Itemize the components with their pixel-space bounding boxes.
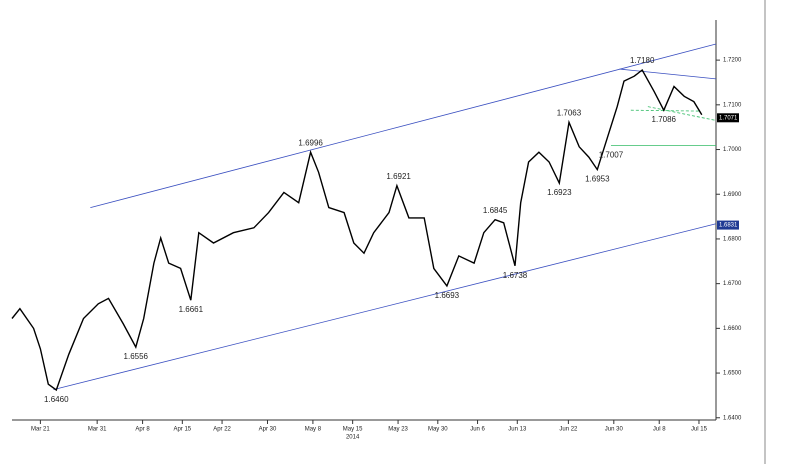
annotation: 1.6845 xyxy=(483,206,508,215)
y-tick-label: 1.6800 xyxy=(723,237,742,243)
x-tick-label: Mar 21 xyxy=(31,427,50,433)
x-tick-label: May 23 xyxy=(388,427,408,433)
annotation: 1.7007 xyxy=(599,151,624,160)
annotation: 1.6953 xyxy=(585,175,610,184)
y-tick-label: 1.7000 xyxy=(723,147,742,153)
x-tick-label: Mar 31 xyxy=(88,427,107,433)
last-value-box xyxy=(717,220,739,230)
last-value-label: 1.7071 xyxy=(719,115,738,121)
x-tick-label: Jun 30 xyxy=(605,427,624,433)
x-tick-label: May 30 xyxy=(428,427,448,433)
x-tick-label: Jun 13 xyxy=(508,427,527,433)
y-tick-label: 1.6700 xyxy=(723,281,742,287)
x-tick-label: Apr 15 xyxy=(173,427,191,433)
annotation: 1.6693 xyxy=(435,291,460,300)
trend-line xyxy=(630,109,699,112)
price-line xyxy=(11,68,703,392)
x-tick-label: Apr 30 xyxy=(259,427,277,433)
year-label: 2014 xyxy=(346,435,360,441)
y-tick-label: 1.7100 xyxy=(723,102,742,108)
y-tick-label: 1.7200 xyxy=(723,58,742,64)
annotation: 1.6460 xyxy=(44,395,69,404)
annotation: 1.6661 xyxy=(179,305,204,314)
annotation: 1.6923 xyxy=(547,188,572,197)
trend-line xyxy=(90,43,717,209)
x-tick-label: May 15 xyxy=(343,427,363,433)
y-tick-label: 1.6500 xyxy=(723,371,742,377)
annotation: 1.7063 xyxy=(557,108,582,117)
x-tick-label: Jul 15 xyxy=(691,427,708,433)
x-tick-label: Jul 8 xyxy=(653,427,666,433)
annotation: 1.6556 xyxy=(124,352,149,361)
x-tick-label: May 8 xyxy=(305,427,322,433)
annotation: 1.7086 xyxy=(652,115,677,124)
x-tick-label: Apr 8 xyxy=(135,427,150,433)
trend-line xyxy=(619,68,717,80)
y-tick-label: 1.6900 xyxy=(723,192,742,198)
annotation: 1.6738 xyxy=(503,271,528,280)
annotation: 1.6921 xyxy=(386,172,411,181)
annotation: 1.6996 xyxy=(298,138,323,147)
x-tick-label: Jun 22 xyxy=(559,427,578,433)
last-value-box xyxy=(717,113,739,123)
last-value-label: 1.6831 xyxy=(719,223,738,229)
x-tick-label: Apr 22 xyxy=(213,427,231,433)
x-tick-label: Jun 6 xyxy=(470,427,485,433)
y-tick-label: 1.6600 xyxy=(723,326,742,332)
annotation: 1.7180 xyxy=(630,56,655,65)
trend-line xyxy=(647,106,717,121)
y-tick-label: 1.6400 xyxy=(723,415,742,421)
trend-line xyxy=(53,223,717,390)
